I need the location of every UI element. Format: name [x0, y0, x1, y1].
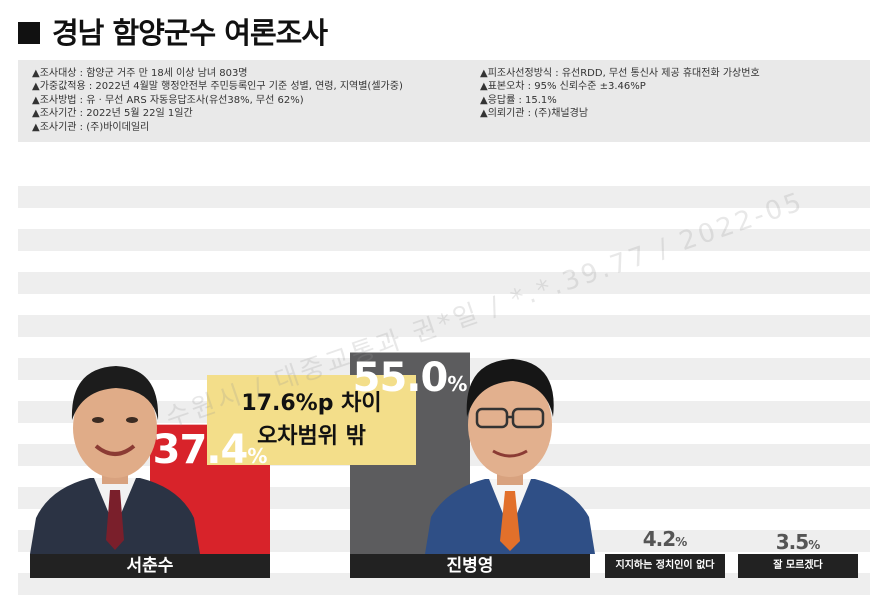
grid-stripe [18, 186, 870, 208]
grid-stripe [18, 315, 870, 337]
info-line: ▲응답률 : 15.1% [480, 94, 557, 106]
grid-stripe [18, 573, 870, 595]
info-line: ▲조사기간 : 2022년 5월 22일 1일간 [32, 108, 193, 120]
survey-info-box: ▲조사대상 : 함양군 거주 만 18세 이상 남녀 803명 ▲가중값적용 :… [18, 60, 870, 142]
callout-line2: 오차범위 밖 [257, 424, 366, 449]
category-label: 잘 모르겠다 [738, 554, 858, 578]
value-label: 3.5% [775, 529, 821, 554]
info-line: ▲조사기관 : (주)바이데일리 [32, 121, 150, 133]
info-line: ▲피조사선정방식 : 유선RDD, 무선 통신사 제공 휴대전화 가상번호 [480, 68, 760, 79]
grid-stripe [18, 272, 870, 294]
category-label: 지지하는 정치인이 없다 [605, 554, 725, 578]
candidate-seo-photo [30, 366, 200, 554]
title-text: 경남 함양군수 여론조사 [52, 16, 328, 50]
category-label: 서춘수 [30, 554, 270, 578]
info-line: ▲조사방법 : 유 · 무선 ARS 자동응답조사(유선38%, 무선 62%) [32, 94, 304, 106]
info-line: ▲조사대상 : 함양군 거주 만 18세 이상 남녀 803명 [32, 68, 248, 79]
info-line: ▲의뢰기관 : (주)채널경남 [480, 108, 589, 120]
grid-stripe [18, 229, 870, 251]
category-label: 진병영 [350, 554, 590, 578]
candidate-jin-photo [425, 359, 595, 554]
title-square-icon [18, 22, 40, 44]
value-label: 4.2% [642, 526, 688, 551]
info-left-column: ▲조사대상 : 함양군 거주 만 18세 이상 남녀 803명 ▲가중값적용 :… [32, 67, 403, 134]
info-line: ▲가중값적용 : 2022년 4월말 행정안전부 주민등록인구 기준 성별, 연… [32, 81, 403, 93]
value-label: 55.0% [352, 354, 468, 401]
page-title: 경남 함양군수 여론조사 [18, 10, 328, 52]
value-label: 37.4% [152, 426, 268, 473]
callout-line1: 17.6%p 차이 [241, 391, 382, 416]
difference-callout: 17.6%p 차이 오차범위 밖 [207, 375, 416, 465]
info-right-column: ▲피조사선정방식 : 유선RDD, 무선 통신사 제공 휴대전화 가상번호 ▲표… [480, 67, 760, 121]
info-line: ▲표본오차 : 95% 신뢰수준 ±3.46%P [480, 81, 646, 93]
